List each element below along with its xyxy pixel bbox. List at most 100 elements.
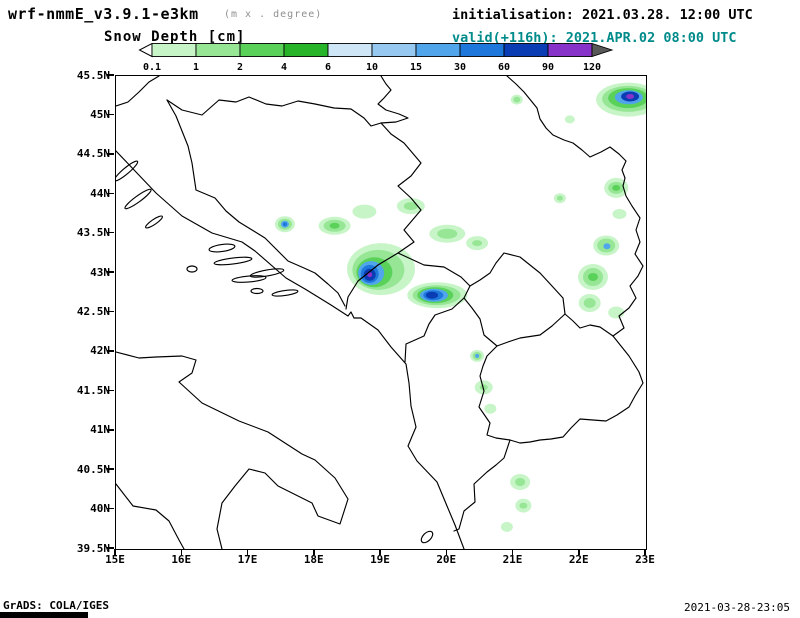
- colorbar-segment: [283, 43, 329, 57]
- colorbar-canvas: 0.1 1 2 4 6 10 15 30 60 90 120: [138, 43, 614, 73]
- grads-credit: GrADS: COLA/IGES: [3, 599, 109, 612]
- snow-shade-blob: [588, 273, 598, 281]
- colorbar-segment: [239, 43, 285, 57]
- y-axis-label: 45N: [90, 107, 110, 121]
- colorbar-tick-label: 6: [325, 62, 331, 73]
- island: [250, 287, 264, 295]
- border-serbia-bulgaria: [612, 177, 644, 337]
- border-kosovo: [463, 252, 566, 347]
- snow-shade-blob: [515, 478, 526, 486]
- snow-shade-blob: [403, 202, 418, 211]
- x-axis-tick: [180, 549, 182, 555]
- y-axis-label: 43N: [90, 265, 110, 279]
- snow-shade-blob: [475, 353, 480, 358]
- island: [249, 268, 285, 278]
- border-danube-serbia-romania: [506, 76, 627, 179]
- snow-shade-blob: [282, 222, 287, 227]
- creation-timestamp: 2021-03-28-23:05: [684, 601, 790, 614]
- colorbar-segment: [459, 43, 505, 57]
- colorbar-segment: [415, 43, 461, 57]
- initialisation-time: initialisation: 2021.03.28. 12:00 UTC: [452, 7, 753, 23]
- border-slovenia-croatia: [116, 76, 160, 107]
- valid-time: valid(+116h): 2021.APR.02 08:00 UTC: [452, 30, 737, 46]
- colorbar-segment: [327, 43, 373, 57]
- x-axis-label: 16E: [171, 553, 192, 566]
- snow-shade-blob: [556, 195, 563, 201]
- x-axis-label: 20E: [436, 553, 457, 566]
- x-axis-tick: [578, 549, 580, 555]
- snow-shade-blob: [603, 243, 611, 250]
- x-axis-tick: [246, 549, 249, 555]
- island: [124, 188, 152, 210]
- colorbar-tick-label: 60: [498, 62, 510, 73]
- colorbar-tick-label: 1: [193, 62, 199, 73]
- colorbar-segment: [547, 43, 593, 57]
- colorbar-segment: [195, 43, 241, 57]
- x-axis-label: 17E: [237, 553, 258, 566]
- snow-shade-blob: [513, 96, 521, 103]
- x-axis-label: 23E: [635, 553, 655, 566]
- y-axis-tick: [107, 271, 114, 273]
- y-axis-label: 41.5N: [76, 383, 110, 397]
- variable-title: Snow Depth [cm]: [104, 29, 246, 45]
- y-axis-label: 44.5N: [76, 147, 110, 161]
- y-axis-tick: [107, 507, 114, 510]
- snow-shade-blob: [484, 403, 497, 414]
- colorbar-tick-label: 15: [410, 62, 422, 73]
- border-drina-bosnia-east: [345, 122, 422, 310]
- snow-shade-blob: [437, 228, 458, 239]
- footer-black-bar: [0, 612, 88, 618]
- snow-shade-blob: [367, 272, 373, 278]
- border-sava-north: [166, 96, 382, 127]
- y-axis-label: 44N: [90, 186, 110, 200]
- colorbar-legend: 0.1 1 2 4 6 10 15 30 60 90 120: [138, 43, 618, 75]
- colorbar-tick-label: 0.1: [143, 62, 161, 73]
- x-axis-tick: [445, 549, 447, 555]
- colorbar-underflow-arrow: [138, 43, 153, 58]
- x-axis-tick: [114, 549, 116, 555]
- y-axis-label: 39.5N: [76, 541, 110, 555]
- map-frame: [115, 75, 647, 550]
- snow-shade-blob: [426, 291, 438, 299]
- island: [208, 243, 236, 253]
- snow-shade-blob: [352, 204, 377, 219]
- y-axis-tick: [107, 231, 114, 234]
- x-axis-label: 22E: [568, 553, 589, 566]
- y-axis-tick: [107, 113, 114, 116]
- border-croatia-bosnia-west: [166, 99, 346, 307]
- y-axis-label: 45.5N: [76, 68, 110, 82]
- snow-shade-blob: [583, 298, 596, 308]
- coastline-italy-tyrrhenian: [116, 483, 185, 549]
- y-axis-label: 41N: [90, 423, 110, 437]
- island: [420, 530, 434, 544]
- colorbar-tick-label: 10: [366, 62, 378, 73]
- island: [186, 265, 198, 273]
- border-croatia-serbia: [377, 76, 409, 124]
- island: [116, 160, 139, 182]
- y-axis-label: 42N: [90, 344, 110, 358]
- island: [271, 289, 299, 297]
- map-canvas: [116, 76, 646, 549]
- y-axis-tick: [107, 350, 114, 352]
- snow-shade-blob: [479, 384, 488, 391]
- colorbar-segment: [503, 43, 549, 57]
- colorbar-overflow-arrow: [591, 43, 614, 58]
- border-macedonia-greece-albania: [453, 335, 644, 532]
- x-axis-tick: [313, 549, 315, 555]
- y-axis-tick: [107, 153, 114, 155]
- y-axis-tick: [107, 74, 114, 76]
- coastline-balkan: [116, 150, 465, 549]
- island: [231, 275, 267, 283]
- snow-shade-blob: [612, 184, 621, 191]
- model-title: wrf-nmmE_v3.9.1-e3km: [8, 5, 199, 23]
- y-axis-tick: [107, 429, 114, 431]
- colorbar-segment: [151, 43, 197, 57]
- snow-shade-blob: [329, 222, 340, 229]
- y-axis-label: 43.5N: [76, 226, 110, 240]
- snow-shading: [274, 82, 646, 532]
- x-axis-tick: [511, 549, 514, 555]
- coastlines-and-borders: [116, 76, 644, 549]
- snow-shade-blob: [500, 521, 513, 532]
- colorbar-tick-label: 4: [281, 62, 287, 73]
